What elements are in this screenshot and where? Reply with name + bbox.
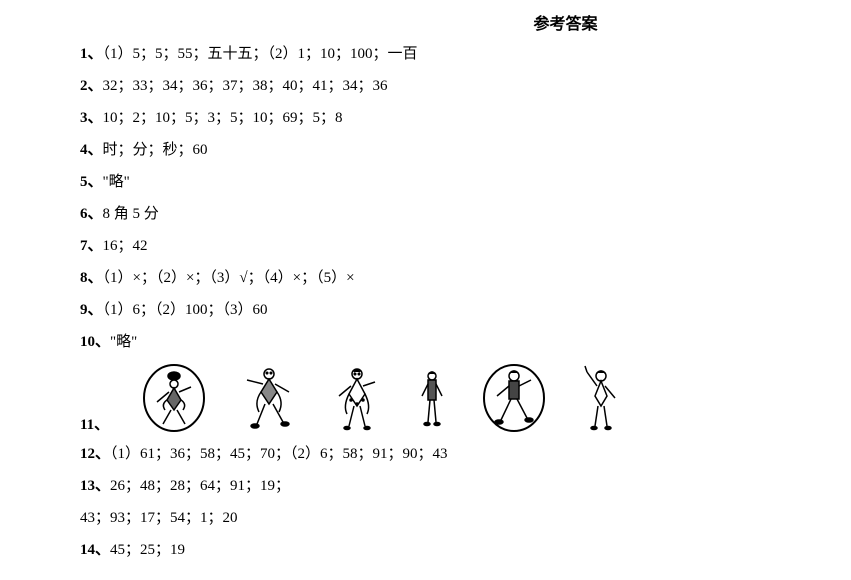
answer-text: 26；48；28；64；91；19； xyxy=(110,478,290,494)
line-number: 11、 xyxy=(80,413,109,434)
answer-line-2: 2、32；33；34；36；37；38；40；41；34；36 xyxy=(80,74,831,98)
line-number: 3、 xyxy=(80,110,103,126)
answer-text: "略" xyxy=(103,174,130,190)
answer-line-9: 9、（1）6；（2）100；（3）60 xyxy=(80,298,831,322)
answer-line-7: 7、16；42 xyxy=(80,234,831,258)
line-number: 2、 xyxy=(80,78,103,94)
line-number: 9、 xyxy=(80,302,103,318)
line-number: 10、 xyxy=(80,334,110,350)
line-number: 7、 xyxy=(80,238,103,254)
answer-text: （1）×；（2）×；（3）√；（4）×；（5）× xyxy=(103,270,355,286)
figure-4 xyxy=(414,362,449,434)
figure-2 xyxy=(239,362,299,434)
line-number: 4、 xyxy=(80,142,103,158)
answer-text: 10；2；10；5；3；5；10；69；5；8 xyxy=(103,110,343,126)
answer-text: 时；分；秒；60 xyxy=(103,142,208,158)
answer-line-11: 11、 xyxy=(80,362,831,434)
answer-text: 16；42 xyxy=(103,238,148,254)
page-title: 参考答案 xyxy=(20,10,831,34)
answer-text: （1）61；36；58；45；70；（2）6；58；91；90；43 xyxy=(110,446,448,462)
answer-line-5: 5、"略" xyxy=(80,170,831,194)
answer-text: "略" xyxy=(110,334,137,350)
line-number: 5、 xyxy=(80,174,103,190)
line-number: 8、 xyxy=(80,270,103,286)
answer-text: （1）6；（2）100；（3）60 xyxy=(103,302,268,318)
figure-circled-1 xyxy=(139,362,209,434)
answer-text: 8 角 5 分 xyxy=(103,206,159,222)
answer-line-8: 8、（1）×；（2）×；（3）√；（4）×；（5）× xyxy=(80,266,831,290)
answer-text: 43；93；17；54；1；20 xyxy=(80,510,238,526)
figure-circled-5 xyxy=(479,362,549,434)
answer-line-12: 12、（1）61；36；58；45；70；（2）6；58；91；90；43 xyxy=(80,442,831,466)
figure-3 xyxy=(329,362,384,434)
line-number: 14、 xyxy=(80,542,110,558)
answer-text: 45；25；19 xyxy=(110,542,185,558)
answer-line-4: 4、时；分；秒；60 xyxy=(80,138,831,162)
answer-line-13b: 43；93；17；54；1；20 xyxy=(80,506,831,530)
line-number: 6、 xyxy=(80,206,103,222)
answer-line-14: 14、45；25；19 xyxy=(80,538,831,562)
answer-line-6: 6、8 角 5 分 xyxy=(80,202,831,226)
answer-line-13: 13、26；48；28；64；91；19； xyxy=(80,474,831,498)
answer-line-1: 1、（1）5；5；55；五十五；（2）1；10；100；一百 xyxy=(80,42,831,66)
line-number: 13、 xyxy=(80,478,110,494)
answer-text: 32；33；34；36；37；38；40；41；34；36 xyxy=(103,78,388,94)
answer-text: （1）5；5；55；五十五；（2）1；10；100；一百 xyxy=(103,46,418,62)
answer-line-3: 3、10；2；10；5；3；5；10；69；5；8 xyxy=(80,106,831,130)
line-number: 12、 xyxy=(80,446,110,462)
line-number: 1、 xyxy=(80,46,103,62)
answer-line-10: 10、"略" xyxy=(80,330,831,354)
figure-6 xyxy=(579,362,624,434)
